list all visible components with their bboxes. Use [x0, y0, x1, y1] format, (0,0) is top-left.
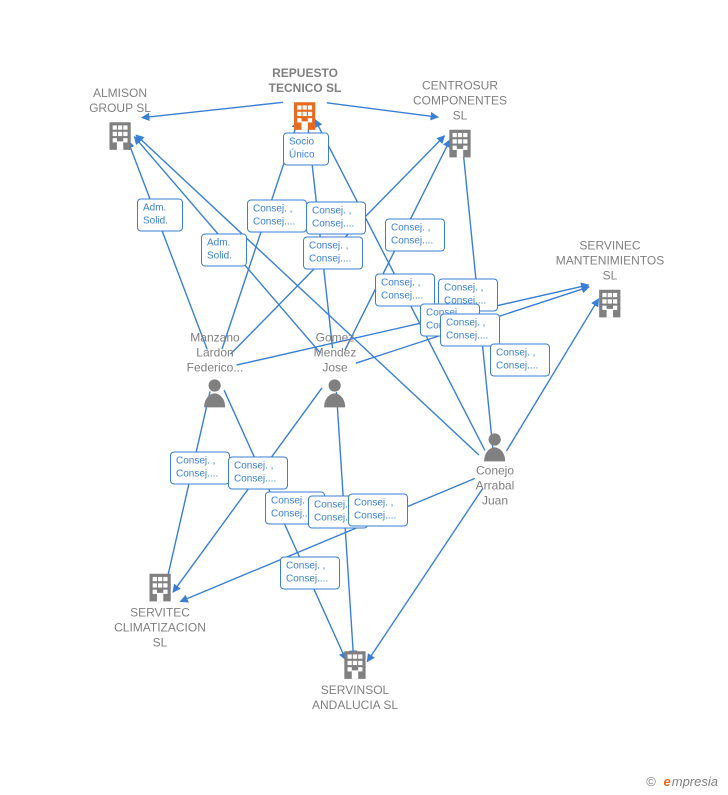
copyright-symbol: ©: [646, 774, 660, 789]
edge-manzano-almison: [128, 141, 207, 350]
edge-label-2: Adm. Solid.: [201, 234, 247, 267]
node-servinsol: SERVINSOL ANDALUCIA SL: [312, 647, 398, 713]
edge-label-12: Consej. , Consej....: [170, 452, 230, 485]
building-icon: [443, 126, 477, 160]
node-label: SERVINEC MANTENIMIENTOS SL: [556, 239, 664, 284]
brand-letter: e: [664, 774, 672, 789]
node-centrosur: CENTROSUR COMPONENTES SL: [413, 79, 507, 162]
node-manzano: Manzano Lardon Federico...: [187, 331, 244, 410]
watermark: © empresia: [646, 774, 718, 789]
edge-label-7: Consej. , Consej....: [375, 274, 435, 307]
edge-label-1: Adm. Solid.: [137, 199, 183, 232]
edge-label-13: Consej. , Consej....: [228, 457, 288, 490]
brand-rest: mpresia: [672, 774, 718, 789]
node-label: REPUESTO TECNICO SL: [269, 66, 342, 96]
node-repuesto: REPUESTO TECNICO SL: [269, 66, 342, 134]
edge-label-10: Consej. , Consej....: [440, 314, 500, 347]
building-icon: [593, 286, 627, 320]
node-label: SERVITEC CLIMATIZACION SL: [114, 606, 206, 651]
edge-label-3: Consej. , Consej....: [247, 200, 307, 233]
node-label: Manzano Lardon Federico...: [187, 331, 244, 376]
node-label: Gomez Mendez Jose: [314, 331, 357, 376]
edge-repuesto-centrosur: [327, 103, 438, 117]
building-icon: [103, 118, 137, 152]
edge-label-0: Socio Único: [283, 133, 329, 166]
node-almison: ALMISON GROUP SL: [89, 86, 151, 154]
edge-repuesto-almison: [142, 102, 283, 117]
edge-label-16: Consej. , Consej....: [348, 494, 408, 527]
building-icon: [143, 570, 177, 604]
edge-label-5: Consej. , Consej....: [303, 237, 363, 270]
person-icon: [321, 378, 349, 408]
node-label: CENTROSUR COMPONENTES SL: [413, 79, 507, 124]
building-icon: [338, 647, 372, 681]
node-servitec: SERVITEC CLIMATIZACION SL: [114, 570, 206, 651]
edge-manzano-servitec: [165, 391, 210, 588]
node-label: SERVINSOL ANDALUCIA SL: [312, 683, 398, 713]
edges-layer: [0, 0, 728, 795]
person-icon: [201, 378, 229, 408]
edge-label-17: Consej. , Consej....: [280, 557, 340, 590]
person-icon: [481, 432, 509, 462]
node-servinec: SERVINEC MANTENIMIENTOS SL: [556, 239, 664, 322]
building-icon: [288, 98, 322, 132]
node-label: ALMISON GROUP SL: [89, 86, 151, 116]
edge-label-4: Consej. , Consej....: [306, 202, 366, 235]
node-conejo: Conejo Arrabal Juan: [476, 432, 515, 509]
edge-label-6: Consej. , Consej....: [385, 219, 445, 252]
node-gomez: Gomez Mendez Jose: [314, 331, 357, 410]
network-diagram: ALMISON GROUP SL REPUESTO TECNICO SL CEN…: [0, 0, 728, 795]
node-label: Conejo Arrabal Juan: [476, 464, 515, 509]
edge-label-11: Consej. , Consej....: [490, 344, 550, 377]
